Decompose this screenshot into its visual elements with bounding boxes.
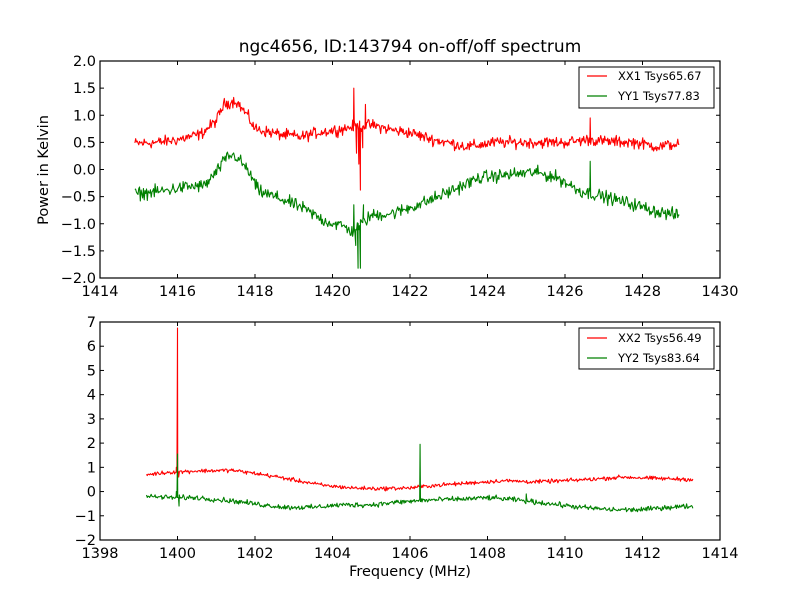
bottom-x-tick-label: 1404 xyxy=(314,546,351,562)
top-subplot: 1414 1416 1418 1420 1422 1424 1426 1428 1430 2.0 1… xyxy=(36,54,738,300)
top-y-tick-label: 1.5 xyxy=(73,81,96,97)
bottom-y-tick-label: 5 xyxy=(87,363,96,379)
bottom-y-tick-label: 3 xyxy=(87,412,96,428)
top-x-tick-label: 1428 xyxy=(624,284,661,300)
top-legend: XX1 Tsys65.67 YY1 Tsys77.83 xyxy=(578,66,715,109)
bottom-ticks: 1398 1400 1402 1404 1406 1408 1410 1412 1414 7 6 5 4… xyxy=(75,315,739,562)
bottom-series-line-yy2 xyxy=(145,443,694,513)
top-y-tick-label: −0.5 xyxy=(61,190,96,206)
top-legend-label-yy1: YY1 Tsys77.83 xyxy=(617,89,700,103)
top-y-tick-label: −2.0 xyxy=(61,271,96,287)
bottom-legend-box xyxy=(578,327,715,370)
top-legend-box xyxy=(578,66,715,109)
bottom-y-tick-label: 6 xyxy=(87,339,96,355)
bottom-legend-label-xx2: XX2 Tsys56.49 xyxy=(618,331,702,345)
top-series-line-yy1 xyxy=(134,151,680,269)
top-y-axis-label: Power in Kelvin xyxy=(36,115,52,225)
bottom-x-tick-label: 1412 xyxy=(624,546,661,562)
bottom-y-tick-label: 4 xyxy=(87,388,96,404)
bottom-y-tick-label: −2 xyxy=(75,533,96,549)
top-x-tick-label: 1422 xyxy=(392,284,429,300)
top-x-tick-label: 1424 xyxy=(469,284,506,300)
top-x-tick-label: 1418 xyxy=(237,284,274,300)
top-x-tick-label: 1420 xyxy=(314,284,351,300)
top-y-tick-label: 1.0 xyxy=(73,108,96,124)
bottom-legend-label-yy2: YY2 Tsys83.64 xyxy=(617,351,700,365)
bottom-x-tick-label: 1410 xyxy=(547,546,584,562)
bottom-subplot: 1398 1400 1402 1404 1406 1408 1410 1412 1414 7 6 5 4… xyxy=(75,315,739,580)
top-series-line-xx1 xyxy=(134,87,680,191)
top-y-tick-label: 0.5 xyxy=(73,135,96,151)
bottom-y-tick-label: 2 xyxy=(87,436,96,452)
bottom-x-tick-label: 1406 xyxy=(392,546,429,562)
top-x-tick-label: 1416 xyxy=(159,284,196,300)
top-x-tick-label: 1414 xyxy=(82,284,119,300)
top-x-tick-label: 1426 xyxy=(547,284,584,300)
top-series-group xyxy=(134,87,680,269)
bottom-x-tick-label: 1408 xyxy=(469,546,506,562)
bottom-legend: XX2 Tsys56.49 YY2 Tsys83.64 xyxy=(578,327,715,370)
top-y-tick-label: 0.0 xyxy=(73,163,96,179)
bottom-x-tick-label: 1400 xyxy=(159,546,196,562)
top-x-tick-label: 1430 xyxy=(702,284,739,300)
top-y-tick-label: 2.0 xyxy=(73,54,96,70)
top-y-tick-label: −1.0 xyxy=(61,217,96,233)
bottom-series-line-xx2 xyxy=(146,327,694,492)
top-ticks: 1414 1416 1418 1420 1422 1424 1426 1428 1430 2.0 1… xyxy=(61,54,739,300)
bottom-y-tick-label: 0 xyxy=(87,485,96,501)
bottom-x-tick-label: 1402 xyxy=(237,546,274,562)
top-y-tick-label: −1.5 xyxy=(61,244,96,260)
top-legend-label-xx1: XX1 Tsys65.67 xyxy=(618,69,702,83)
bottom-x-axis-label: Frequency (MHz) xyxy=(349,564,471,580)
chart-title: ngc4656, ID:143794 on-off/off spectrum xyxy=(239,37,582,57)
bottom-y-tick-label: 7 xyxy=(87,315,96,331)
bottom-x-tick-label: 1414 xyxy=(702,546,739,562)
bottom-y-tick-label: −1 xyxy=(75,509,96,525)
bottom-series-group xyxy=(145,327,694,513)
bottom-x-tick-label: 1398 xyxy=(82,546,119,562)
bottom-y-tick-label: 1 xyxy=(87,460,96,476)
